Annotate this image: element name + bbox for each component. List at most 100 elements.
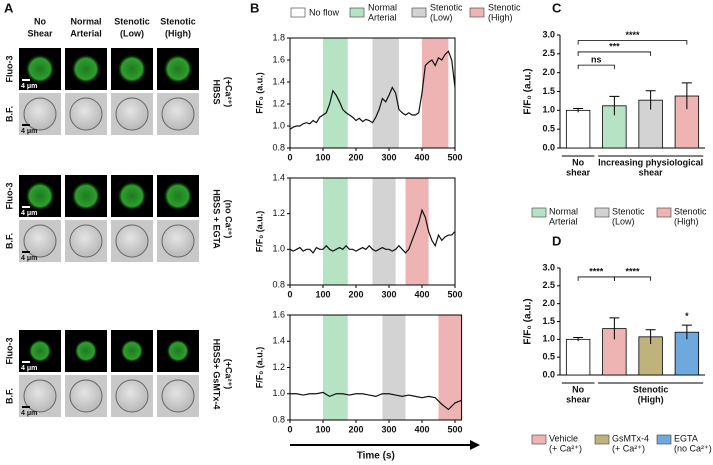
- cell-fluo: [166, 339, 190, 363]
- y-tick-label: 1.4: [272, 76, 285, 86]
- error-bar: [681, 324, 692, 340]
- cell-bf: [69, 224, 103, 258]
- panel-label: D: [552, 233, 561, 248]
- x-tick-label: 200: [348, 289, 363, 299]
- group-label: shear: [566, 167, 591, 177]
- legend-label: No flow: [309, 7, 340, 17]
- legend-swatch: [656, 207, 672, 218]
- x-tick-label: 0: [287, 424, 292, 434]
- sig-bracket: [577, 51, 652, 56]
- group-label: (High): [638, 394, 664, 404]
- legend-label: (+ Ca²⁺): [549, 443, 582, 453]
- panel-label: B: [250, 0, 259, 15]
- scale-label: 4 μm: [21, 128, 37, 135]
- x-tick-label: 300: [381, 424, 396, 434]
- legend-label: (+ Ca²⁺): [612, 443, 645, 453]
- y-axis-label: F/F₀ (a.u.): [523, 298, 534, 344]
- scale-label: 4 μm: [21, 210, 37, 217]
- y-axis-label: F/F₀ (a.u.): [254, 347, 264, 389]
- x-tick-label: 400: [414, 289, 429, 299]
- legend-label: Vehicle: [549, 433, 578, 443]
- condition-label: HBSS + EGTA: [212, 189, 222, 249]
- legend-swatch: [531, 434, 547, 445]
- error-bar: [609, 317, 620, 340]
- cell-fluo: [71, 54, 101, 84]
- legend-label: EGTA: [674, 433, 698, 443]
- legend-label: Stenotic: [674, 206, 707, 216]
- x-tick-label: 400: [414, 152, 429, 162]
- legend-label: Normal: [368, 2, 397, 12]
- group-label: No: [572, 157, 584, 167]
- x-tick-label: 300: [381, 152, 396, 162]
- trace: [289, 50, 456, 130]
- y-tick-label: 0.8: [272, 414, 285, 424]
- stimulus-band: [438, 315, 462, 420]
- x-axis-label: Time (s): [357, 451, 395, 462]
- condition-label: (no Ca²⁺): [224, 200, 234, 239]
- cell-fluo: [71, 181, 101, 211]
- legend-swatch: [531, 207, 547, 218]
- x-tick-label: 500: [447, 289, 462, 299]
- cell-fluo: [28, 339, 52, 363]
- condition-label: HBSS: [212, 79, 222, 104]
- cell-bf: [23, 97, 57, 131]
- x-tick-label: 500: [447, 424, 462, 434]
- cell-bf: [69, 379, 103, 413]
- sig-label: ns: [591, 55, 602, 65]
- legend-swatch: [594, 207, 610, 218]
- column-header: Stenotic: [114, 16, 150, 26]
- group-label: Stenotic: [633, 384, 669, 394]
- legend-label: (High): [488, 12, 513, 22]
- condition-label: HBSS+ GsMTx-4: [212, 339, 222, 410]
- legend-label: Stenotic: [430, 2, 463, 12]
- sig-bracket: [577, 276, 615, 281]
- cell-bf: [115, 97, 149, 131]
- plot-frame: [289, 314, 463, 421]
- legend-label: Normal: [549, 206, 578, 216]
- y-tick-label: 1.6: [272, 54, 285, 64]
- y-tick-label: 0.5: [542, 352, 555, 362]
- scale-label: 4 μm: [21, 83, 37, 90]
- y-axis-label: F/F₀ (a.u.): [254, 211, 264, 253]
- y-tick-label: 1.2: [272, 98, 285, 108]
- y-tick-label: 0.8: [272, 142, 285, 152]
- x-tick-label: 100: [315, 424, 330, 434]
- x-tick-label: 200: [348, 424, 363, 434]
- cell-fluo: [25, 54, 55, 84]
- y-tick-label: 2.5: [542, 48, 555, 58]
- cell-bf: [115, 224, 149, 258]
- cell-bf: [69, 97, 103, 131]
- legend-label: (Low): [612, 216, 635, 226]
- legend-swatch: [411, 7, 427, 18]
- condition-label: (+Ca²⁺): [224, 359, 234, 390]
- channel-label: Fluo-3: [4, 183, 14, 210]
- cell-fluo: [120, 339, 144, 363]
- column-header: (Low): [120, 28, 144, 38]
- column-header: No: [34, 16, 46, 26]
- group-label: No: [572, 384, 584, 394]
- y-tick-label: 0.0: [542, 369, 555, 379]
- legend-label: (no Ca²⁺): [674, 443, 712, 453]
- cell-bf: [161, 379, 195, 413]
- legend-swatch: [349, 7, 365, 18]
- y-tick-label: 1.4: [272, 172, 285, 182]
- y-tick-label: 1.0: [272, 244, 285, 254]
- channel-label: Fluo-3: [4, 338, 14, 365]
- stimulus-band: [405, 178, 429, 285]
- channel-label: Fluo-3: [4, 56, 14, 83]
- y-axis-label: F/F₀ (a.u.): [254, 72, 264, 114]
- cell-bf: [23, 379, 57, 413]
- column-header: Arterial: [70, 28, 102, 38]
- bar: [565, 338, 591, 376]
- group-label: Increasing physiological: [598, 157, 703, 167]
- trace: [289, 208, 456, 254]
- legend-label: Stenotic: [612, 206, 645, 216]
- error-bar: [573, 337, 584, 342]
- y-tick-label: 3.0: [542, 262, 555, 272]
- x-tick-label: 200: [348, 152, 363, 162]
- group-label: shear: [566, 394, 591, 404]
- sig-label: ****: [625, 266, 640, 276]
- legend-label: GsMTx-4: [612, 433, 649, 443]
- scale-label: 4 μm: [21, 255, 37, 262]
